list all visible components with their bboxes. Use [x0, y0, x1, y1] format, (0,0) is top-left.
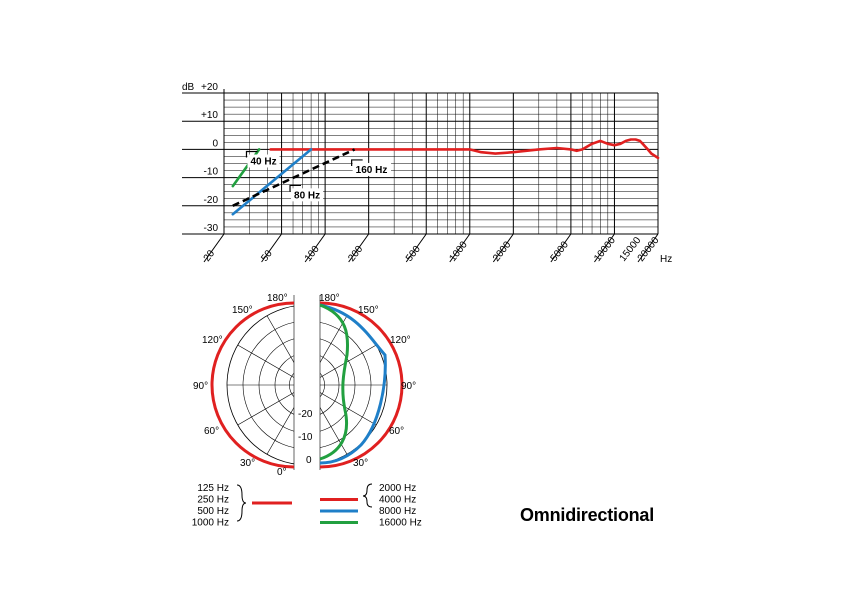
angle-label-30-left: 30°	[240, 458, 255, 469]
r-tick-label: -20	[298, 409, 313, 420]
annotation-label-2: 160 Hz	[356, 165, 388, 176]
legend-right-label: 16000 Hz	[379, 518, 422, 529]
y-tick-label: -20	[204, 195, 219, 206]
y-tick-label: 0	[212, 138, 218, 149]
grid-tick-slant	[550, 233, 572, 263]
fr-series-3	[232, 148, 356, 207]
angle-label-90-left: 90°	[193, 381, 208, 392]
angle-label-60-right: 60°	[389, 426, 404, 437]
annotation-bg	[352, 162, 392, 176]
frequency-response-grid	[182, 89, 659, 263]
grid-tick-slant	[203, 233, 225, 263]
angle-label-180-left: 180°	[267, 293, 288, 304]
legend-left-label: 1000 Hz	[192, 518, 229, 529]
annotation-label-0: 40 Hz	[250, 157, 276, 168]
legend-right-label: 2000 Hz	[379, 483, 416, 494]
legend-left-label: 125 Hz	[197, 483, 229, 494]
grid-tick-slant	[348, 233, 370, 263]
x-tick-label: 10000	[592, 235, 618, 264]
annotation-bg	[291, 188, 324, 202]
grid-tick-slant	[637, 233, 659, 263]
angle-label-150-right: 150°	[358, 305, 379, 316]
x-unit-label: Hz	[660, 254, 672, 265]
legend-right-label: 4000 Hz	[379, 495, 416, 506]
legend-right-label: 8000 Hz	[379, 506, 416, 517]
angle-label-30-right: 30°	[353, 458, 368, 469]
legend-left-label: 250 Hz	[197, 495, 229, 506]
angle-label-0-left: 0°	[277, 467, 287, 478]
angle-label-150-left: 150°	[232, 305, 253, 316]
pattern-caption: Omnidirectional	[520, 505, 655, 525]
x-tick-label: 2000	[491, 239, 514, 264]
grid-tick-slant	[594, 233, 615, 263]
y-tick-label: -10	[204, 167, 219, 178]
angle-label-180-right: 180°	[319, 293, 340, 304]
x-tick-label: 5000	[549, 239, 572, 264]
grid-tick-slant	[405, 233, 427, 263]
annotation-label-1: 80 Hz	[294, 190, 320, 201]
annotation-bracket	[289, 184, 302, 192]
fr-series-1	[231, 148, 313, 216]
frequency-response-curves: 40 Hz 80 Hz 160 Hz	[231, 138, 660, 216]
annotation-bracket	[245, 150, 258, 158]
r-tick-label: -10	[298, 432, 313, 443]
grid-tick-slant	[261, 233, 282, 263]
grid-tick-slant	[492, 233, 514, 263]
legend-left-label: 500 Hz	[197, 506, 229, 517]
polar-spoke	[237, 344, 301, 382]
legend-right-brace	[362, 483, 373, 508]
angle-label-90-right: 90°	[401, 381, 416, 392]
annotation-bg	[247, 154, 280, 168]
x-tick-label: 1000	[447, 239, 470, 264]
polar-spoke	[237, 388, 301, 426]
polar-curve-2k-4k	[319, 301, 404, 469]
grid-tick-slant	[449, 233, 471, 263]
y-unit-label: dB	[182, 82, 195, 93]
polar-diagram: 180° 180° 150° 150° 120° 120° 90° 90° 60° 60° 30° 3…	[193, 293, 416, 480]
polar-curve-8k	[319, 303, 387, 465]
r-tick-label: 0	[306, 455, 312, 466]
y-tick-label: +10	[201, 110, 218, 121]
y-tick-label: +20	[201, 82, 218, 93]
fr-series-0	[269, 138, 660, 160]
annotation-bracket	[351, 159, 363, 166]
angle-label-120-right: 120°	[390, 335, 411, 346]
polar-curve-low-freq	[210, 301, 295, 469]
angle-label-60-left: 60°	[204, 426, 219, 437]
legend-left-brace	[236, 484, 247, 522]
grid-tick-slant	[304, 233, 326, 263]
angle-label-120-left: 120°	[202, 335, 223, 346]
polar-curve-16k	[319, 303, 350, 461]
polar-center-gap	[294, 295, 320, 480]
y-tick-label: -30	[204, 223, 219, 234]
